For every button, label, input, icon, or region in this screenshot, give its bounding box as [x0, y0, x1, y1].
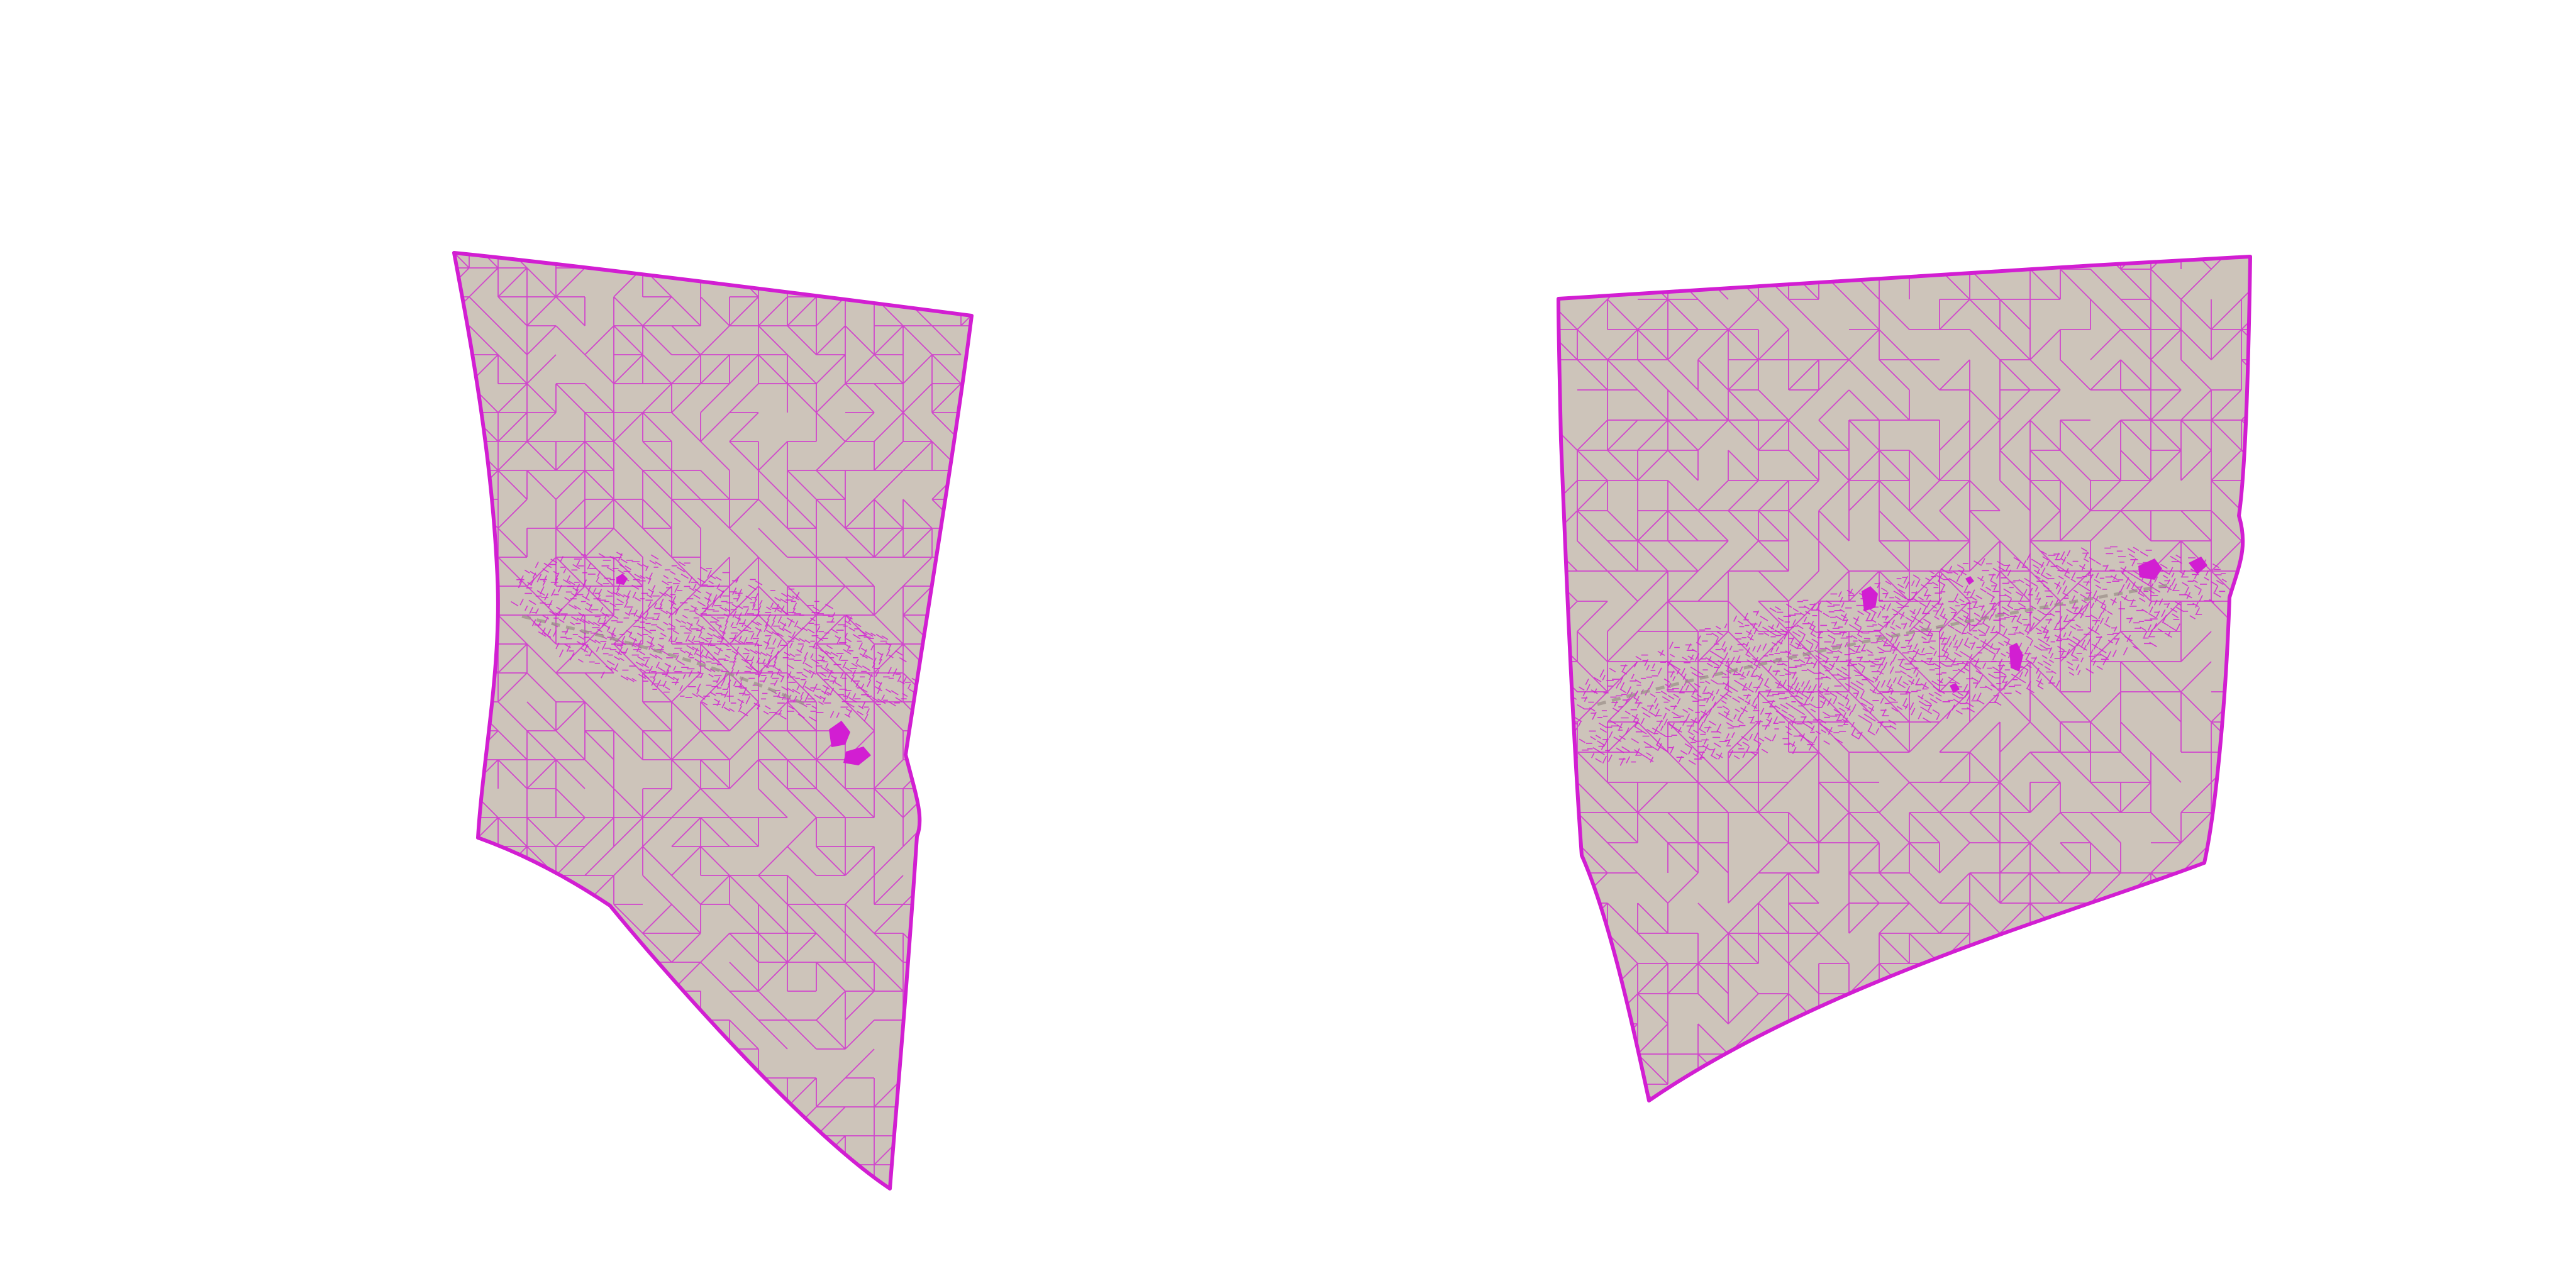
boundary-edge-left	[452, 251, 974, 1191]
fracture-line-right	[1597, 583, 2170, 706]
mesh-panel-left	[452, 251, 974, 1191]
dense-band-right	[1558, 546, 2227, 766]
defect-blobs-left	[616, 574, 871, 765]
surface-fill-right	[1558, 257, 2250, 1101]
dense-band-left	[511, 552, 920, 722]
wireframe-mesh-right	[1558, 257, 2250, 1101]
mesh-panel-right	[1557, 255, 2252, 1102]
surface-fill-left	[454, 253, 972, 1189]
defect-blobs-right	[1862, 557, 2207, 693]
boundary-edge-right	[1557, 255, 2252, 1102]
fracture-line-left	[521, 614, 806, 706]
